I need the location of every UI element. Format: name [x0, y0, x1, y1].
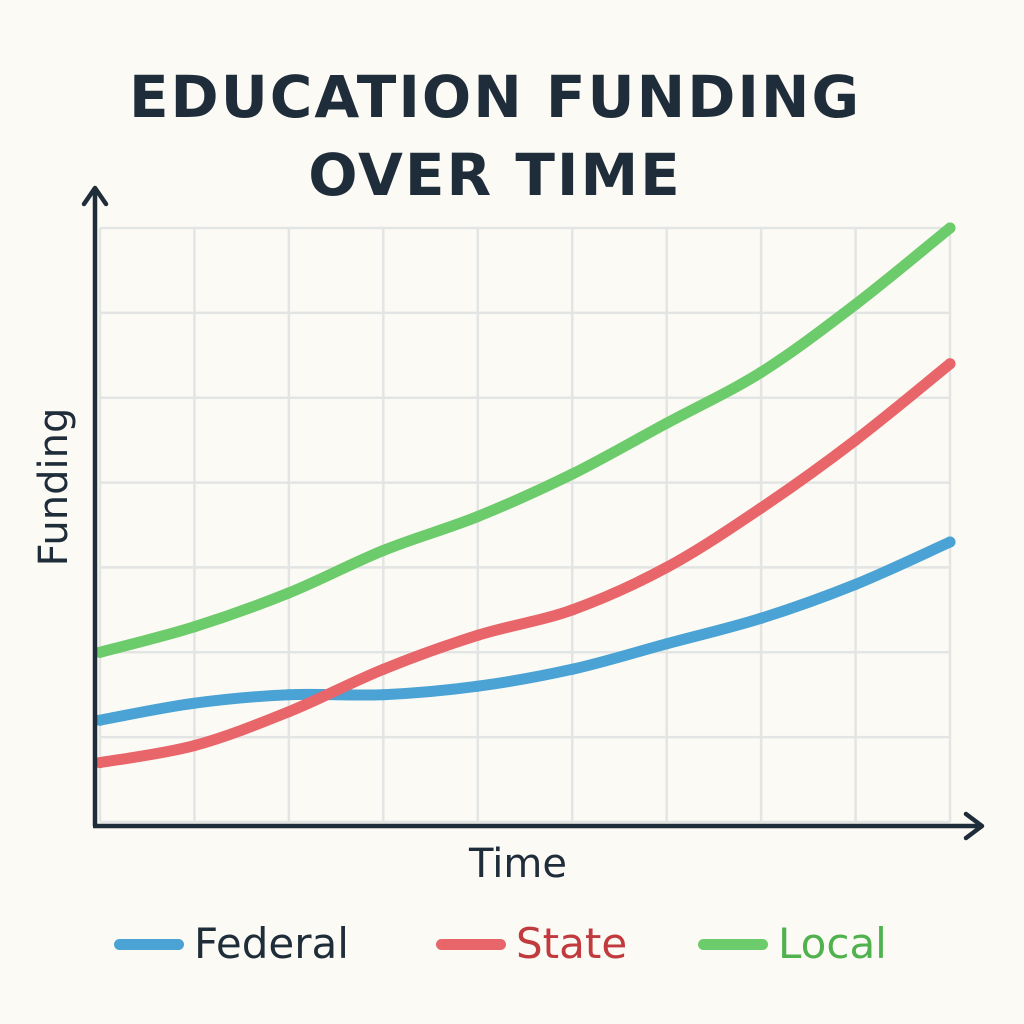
data-point-federal-9: [944, 536, 956, 548]
series-lines: [94, 222, 956, 769]
data-point-local-4: [472, 511, 484, 522]
data-point-federal-4: [472, 680, 484, 692]
data-point-local-6: [661, 417, 673, 429]
data-point-state-7: [755, 502, 767, 514]
legend-item-local: Local: [698, 912, 887, 976]
data-point-federal-5: [566, 663, 578, 675]
legend-swatch-local: [698, 938, 768, 950]
data-point-federal-7: [755, 612, 767, 624]
data-point-federal-8: [850, 578, 862, 590]
legend-swatch-state: [436, 938, 506, 950]
chart-title: EDUCATION FUNDING OVER TIME: [0, 58, 990, 214]
series-line-local: [94, 222, 956, 658]
data-point-state-2: [283, 706, 295, 718]
series-line-state: [94, 358, 956, 769]
axes: [81, 185, 985, 841]
data-point-local-3: [377, 545, 389, 556]
legend-item-state: State: [436, 912, 627, 976]
data-point-state-1: [188, 740, 200, 752]
grid: [98, 226, 952, 824]
data-point-state-3: [377, 663, 389, 675]
data-point-federal-1: [188, 697, 200, 709]
data-point-local-1: [188, 621, 200, 633]
data-point-federal-6: [661, 638, 673, 650]
legend-label-state: State: [516, 919, 628, 968]
data-point-local-8: [850, 298, 862, 310]
data-point-state-8: [850, 434, 862, 446]
data-point-state-9: [944, 358, 956, 370]
y-axis-arrow-icon: [81, 185, 109, 207]
legend-item-federal: Federal: [114, 912, 349, 976]
legend-label-local: Local: [778, 919, 887, 968]
data-point-state-5: [566, 604, 578, 616]
legend-label-federal: Federal: [194, 919, 349, 968]
y-axis-label: Funding: [31, 408, 77, 567]
data-point-federal-2: [283, 689, 295, 701]
series-line-federal: [94, 536, 956, 726]
x-axis-arrow-icon: [963, 811, 985, 841]
data-point-federal-3: [377, 689, 389, 701]
data-point-state-6: [661, 561, 673, 573]
data-point-local-2: [283, 587, 295, 599]
data-point-local-7: [755, 366, 767, 378]
chart-title-line-2: OVER TIME: [308, 141, 682, 209]
legend-swatch-federal: [114, 938, 184, 950]
data-point-state-4: [472, 629, 484, 641]
chart-title-line-1: EDUCATION FUNDING: [128, 63, 862, 131]
legend: Federal State Local: [0, 912, 1024, 976]
x-axis-label: Time: [468, 841, 567, 887]
data-point-local-5: [566, 468, 578, 480]
data-point-local-9: [944, 222, 956, 234]
